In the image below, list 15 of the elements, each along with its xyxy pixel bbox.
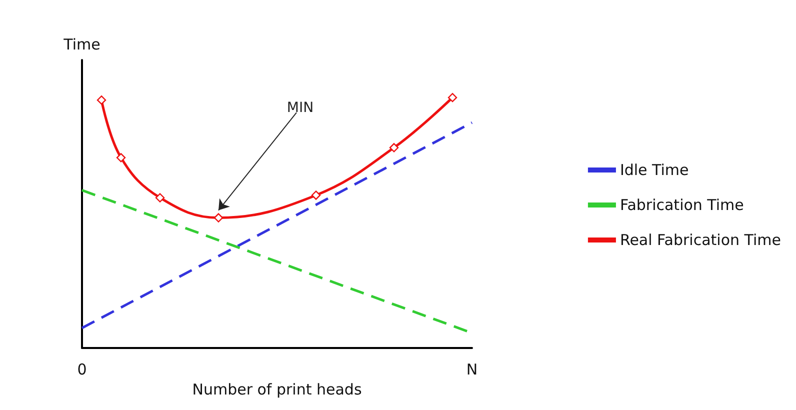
x-tick-label: 0	[77, 360, 87, 378]
annotation: MIN	[286, 100, 314, 116]
point	[214, 213, 224, 222]
x-tick-label: N	[466, 360, 478, 378]
point	[389, 143, 399, 152]
point	[116, 153, 126, 162]
point	[311, 190, 321, 200]
point	[155, 193, 165, 202]
x-axis-title: Number of print heads	[192, 380, 362, 398]
legend-label: Idle Time	[620, 161, 689, 179]
y-axis-title: Time	[62, 36, 100, 54]
legend-label: Fabrication Time	[620, 196, 744, 214]
point	[96, 95, 106, 105]
point	[448, 92, 458, 102]
legend-label: Real Fabrication Time	[620, 231, 782, 249]
